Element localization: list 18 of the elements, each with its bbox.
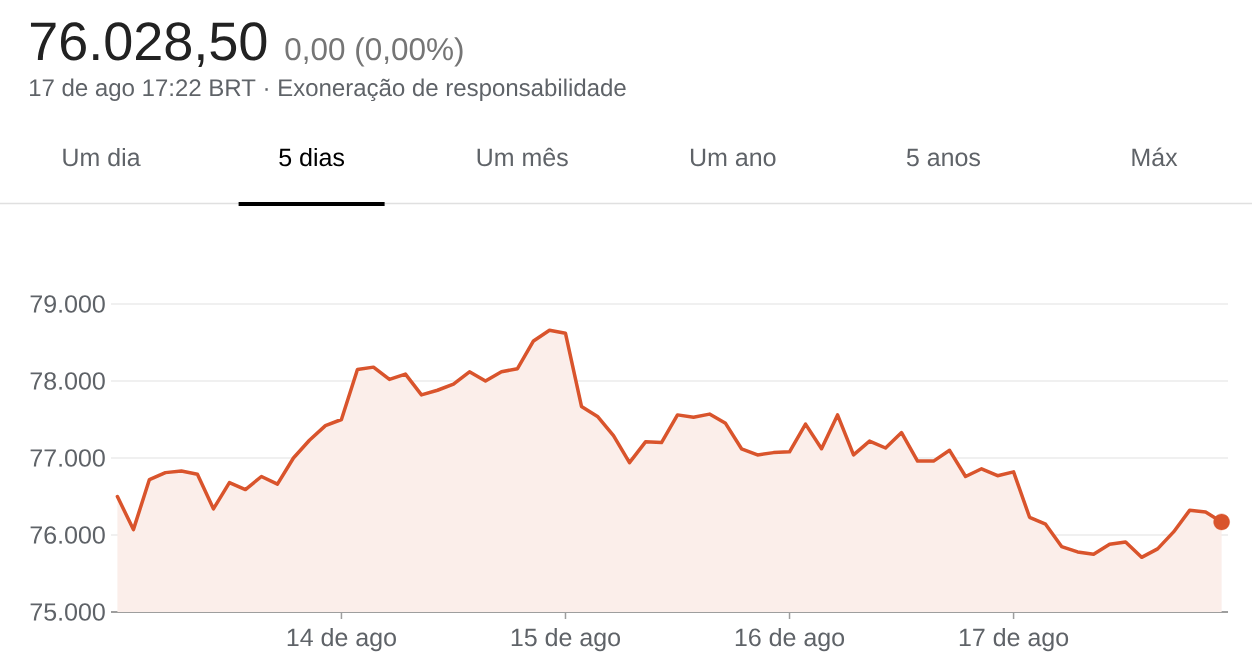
text: Um ano	[690, 148, 776, 167]
x-tick-label: 16 de ago	[735, 627, 845, 652]
y-tick-label: 79.000	[30, 295, 105, 313]
text: Um dia	[63, 147, 141, 167]
x-tick-label: 15 de ago	[511, 627, 621, 652]
chart-title: 76.028,50	[30, 22, 267, 67]
x-tick-label: 14 de ago	[287, 627, 396, 652]
text: 5 anos	[906, 148, 980, 167]
chart-subtitle: 0,00 (0,00%)	[285, 37, 463, 67]
text: Máx	[1132, 147, 1178, 167]
y-tick-label: 78.000	[30, 372, 105, 390]
y-tick-label: 76.000	[30, 526, 105, 544]
y-tick-label: 75.000	[30, 603, 105, 621]
text: Um mês	[477, 147, 568, 167]
y-tick-label: 77.000	[30, 449, 105, 467]
x-tick-label: 17 de ago	[959, 627, 1069, 652]
text: 17 de ago 17:22 BRT · Exoneração de responsabilidade	[30, 78, 626, 102]
text: 5 dias	[279, 147, 345, 167]
